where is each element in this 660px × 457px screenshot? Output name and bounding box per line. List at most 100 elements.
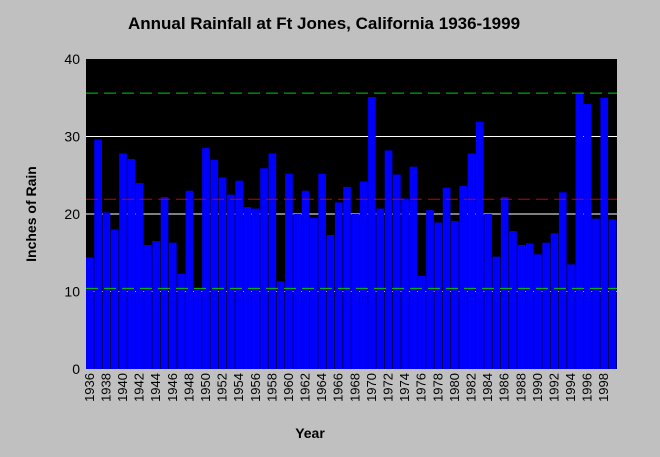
bar-1999: [608, 219, 617, 369]
bar-1948: [185, 190, 194, 369]
bar-1940: [119, 153, 127, 369]
bar-1998: [600, 97, 609, 369]
bar-1993: [558, 192, 567, 369]
bar-1951: [210, 159, 219, 369]
chart-title: Annual Rainfall at Ft Jones, California …: [128, 14, 520, 33]
y-tick-20: 20: [64, 206, 80, 222]
bar-1981: [459, 186, 467, 369]
bar-1985: [492, 256, 501, 369]
x-tick-1982: 1982: [463, 373, 478, 402]
bar-1973: [392, 174, 401, 369]
x-tick-1998: 1998: [596, 373, 611, 402]
bars: [86, 93, 617, 370]
bar-1959: [276, 281, 285, 369]
bar-1970: [368, 96, 376, 369]
bar-1988: [517, 245, 526, 369]
bar-1997: [592, 218, 600, 369]
x-tick-1944: 1944: [148, 373, 163, 402]
x-axis-label: Year: [295, 425, 325, 441]
bar-1995: [575, 93, 584, 369]
bar-1992: [550, 233, 559, 369]
bar-1955: [243, 207, 252, 369]
bar-1958: [268, 153, 277, 369]
x-tick-1990: 1990: [530, 373, 545, 402]
x-tick-1956: 1956: [248, 373, 263, 402]
bar-1968: [351, 214, 360, 369]
bar-1991: [542, 242, 550, 369]
x-tick-1988: 1988: [513, 373, 528, 402]
x-tick-1994: 1994: [563, 373, 578, 402]
x-tick-1972: 1972: [381, 373, 396, 402]
x-tick-1946: 1946: [165, 373, 180, 402]
bar-1947: [177, 273, 185, 369]
bar-1983: [475, 121, 484, 370]
bar-1960: [285, 173, 293, 369]
bar-1938: [102, 212, 111, 369]
bar-1989: [525, 243, 534, 369]
bar-1967: [343, 186, 351, 369]
x-tick-1986: 1986: [497, 373, 512, 402]
x-tick-1962: 1962: [298, 373, 313, 402]
bar-1945: [160, 196, 169, 369]
x-tick-1940: 1940: [115, 373, 130, 402]
x-tick-1952: 1952: [215, 373, 230, 402]
x-tick-1948: 1948: [181, 373, 196, 402]
bar-1944: [152, 241, 161, 369]
x-tick-1970: 1970: [364, 373, 379, 402]
bar-1941: [127, 158, 136, 369]
bar-1963: [310, 217, 318, 369]
bar-1965: [326, 234, 335, 369]
bar-1952: [218, 177, 227, 369]
y-tick-10: 10: [64, 284, 80, 300]
x-tick-1980: 1980: [447, 373, 462, 402]
bar-1962: [301, 190, 310, 369]
x-tick-labels: 1936 1938 1940 1942 1944 1946 1948 1950 1952 1954…: [82, 373, 611, 402]
x-tick-1992: 1992: [546, 373, 561, 402]
bar-1946: [168, 242, 177, 369]
bar-1954: [235, 180, 243, 369]
bar-1972: [384, 150, 393, 369]
x-tick-1984: 1984: [480, 373, 495, 402]
x-tick-1968: 1968: [347, 373, 362, 402]
bar-1986: [500, 196, 509, 369]
x-tick-1976: 1976: [414, 373, 429, 402]
y-tick-labels: 0 10 20 30 40: [64, 51, 80, 377]
bar-1979: [442, 187, 451, 369]
x-tick-1942: 1942: [132, 373, 147, 402]
x-tick-1958: 1958: [264, 373, 279, 402]
bar-1943: [144, 245, 152, 369]
bar-1975: [409, 166, 418, 369]
bar-1949: [193, 289, 202, 369]
bar-1953: [227, 194, 235, 369]
y-tick-40: 40: [64, 51, 80, 67]
bar-1974: [401, 198, 409, 369]
bar-1961: [293, 214, 302, 369]
bar-1982: [467, 153, 476, 369]
y-axis-label: Inches of Rain: [23, 166, 39, 262]
x-tick-1974: 1974: [397, 373, 412, 402]
bar-1957: [260, 168, 268, 369]
x-tick-1996: 1996: [580, 373, 595, 402]
x-tick-1936: 1936: [82, 373, 97, 402]
x-tick-1950: 1950: [198, 373, 213, 402]
bar-1936: [86, 257, 94, 369]
x-tick-1978: 1978: [430, 373, 445, 402]
bar-1977: [426, 210, 434, 369]
reference-lines: [86, 92, 617, 289]
bar-1942: [135, 183, 144, 369]
x-tick-1964: 1964: [314, 373, 329, 402]
y-tick-30: 30: [64, 129, 80, 145]
x-tick-1938: 1938: [98, 373, 113, 402]
bar-1937: [94, 139, 102, 369]
bar-1978: [434, 222, 443, 369]
y-tick-0: 0: [72, 361, 80, 377]
bar-1964: [318, 173, 326, 369]
bar-1994: [567, 264, 575, 369]
bar-1996: [583, 103, 592, 369]
bar-1950: [202, 148, 210, 369]
bar-1984: [484, 214, 492, 369]
bar-1939: [110, 229, 119, 369]
bar-1976: [417, 276, 426, 369]
x-tick-1960: 1960: [281, 373, 296, 402]
